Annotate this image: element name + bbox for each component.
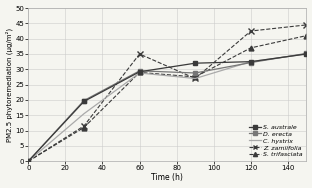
Y-axis label: PM2.5 phytoremediation (μg/m²): PM2.5 phytoremediation (μg/m²)	[6, 28, 13, 142]
X-axis label: Time (h): Time (h)	[151, 174, 183, 182]
Legend: S. australe, D. erecta, C. hystrix, Z. zamiifolia, S. trifasciata: S. australe, D. erecta, C. hystrix, Z. z…	[248, 124, 303, 158]
